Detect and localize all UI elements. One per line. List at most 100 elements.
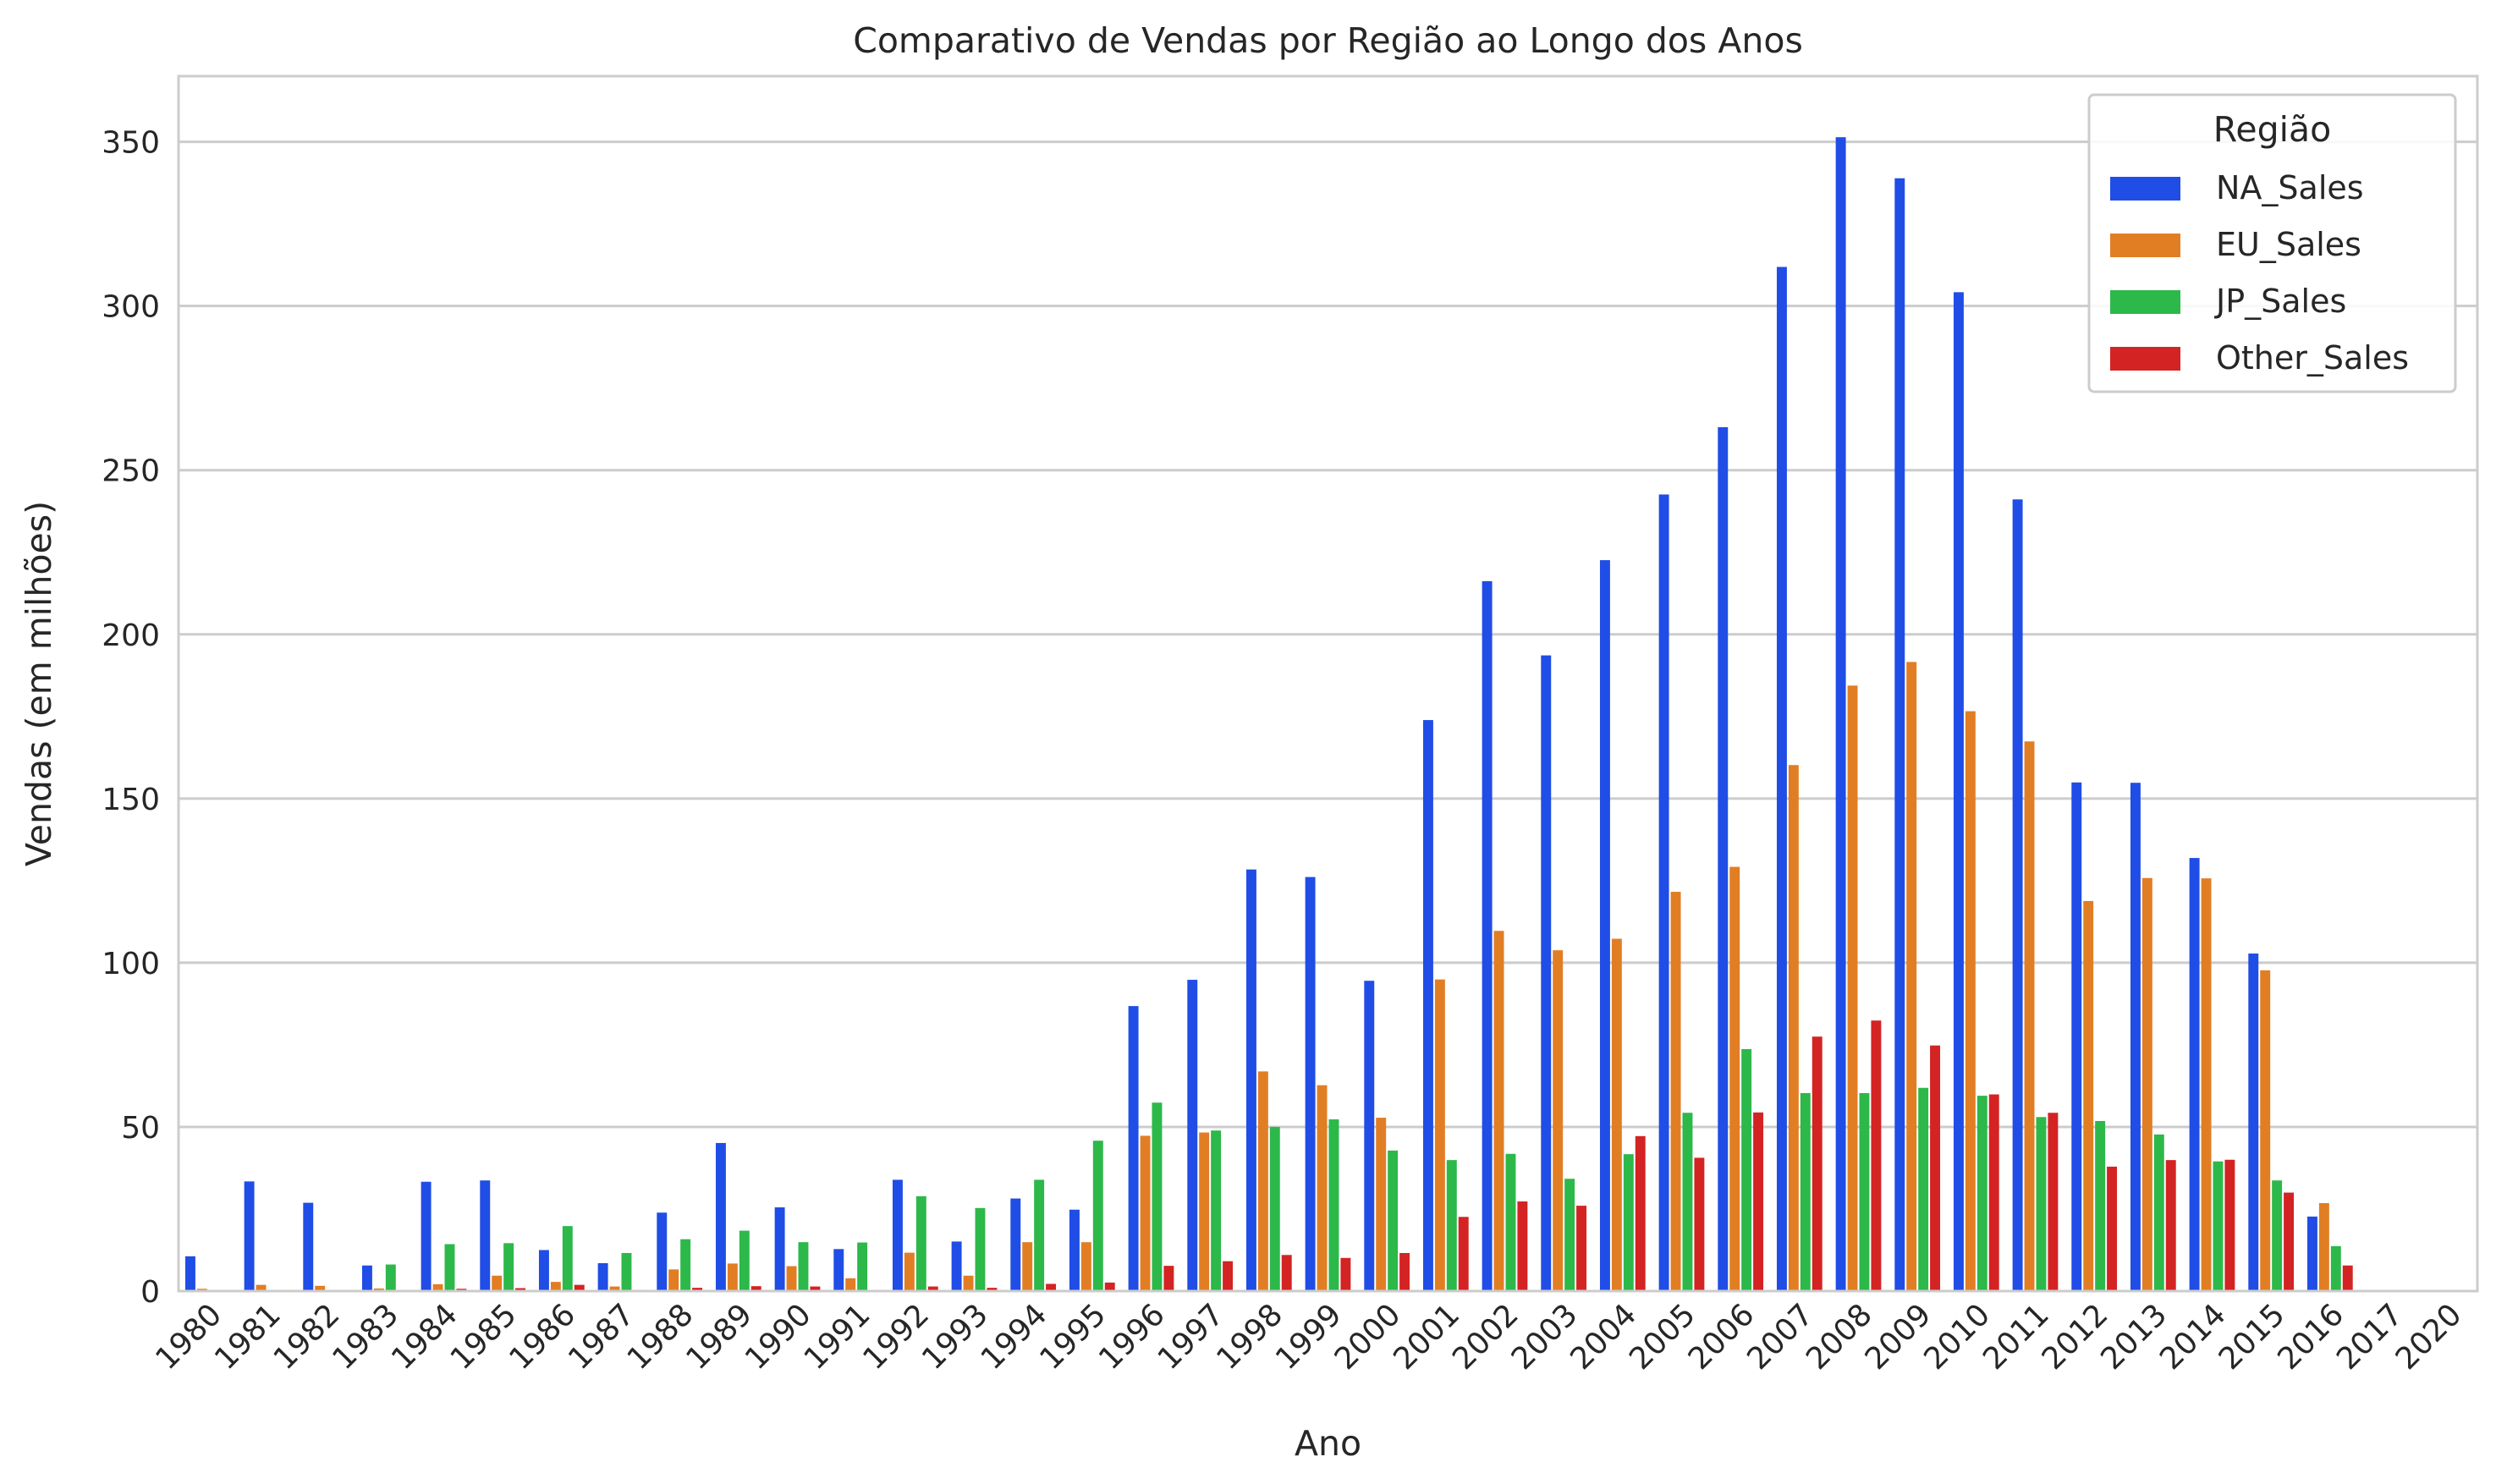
bar-Other_Sales-2001 [1458,1217,1469,1291]
bar-JP_Sales-1991 [857,1242,868,1291]
bar-JP_Sales-1999 [1328,1119,1339,1291]
bar-EU_Sales-2008 [1847,685,1858,1291]
bar-EU_Sales-1993 [963,1275,974,1291]
bar-JP_Sales-1992 [915,1195,926,1291]
bar-NA_Sales-2002 [1482,580,1493,1291]
x-tick-label: 2007 [1740,1297,1820,1377]
bar-JP_Sales-2002 [1505,1153,1516,1291]
bar-JP_Sales-2015 [2272,1180,2283,1291]
bar-Other_Sales-1993 [987,1288,998,1291]
bar-Other_Sales-1989 [750,1286,761,1291]
bar-Other_Sales-1986 [574,1284,585,1291]
bar-Other_Sales-1992 [927,1286,938,1291]
bar-EU_Sales-2003 [1553,950,1564,1291]
x-tick-label: 2011 [1976,1297,2056,1377]
x-tick-label: 1986 [503,1297,582,1377]
bar-EU_Sales-1995 [1080,1242,1091,1291]
bar-JP_Sales-2006 [1741,1048,1752,1291]
x-tick-label: 2015 [2213,1297,2292,1377]
bar-EU_Sales-1985 [492,1275,503,1291]
y-tick-label: 50 [121,1111,160,1146]
bar-Other_Sales-1999 [1340,1257,1351,1291]
bar-NA_Sales-2008 [1835,137,1846,1291]
bar-Other_Sales-2011 [2048,1113,2059,1291]
legend-title: Região [2213,109,2332,150]
bar-NA_Sales-2012 [2071,782,2082,1291]
bar-EU_Sales-2013 [2141,877,2152,1291]
bar-EU_Sales-1981 [256,1284,267,1291]
bar-EU_Sales-1982 [315,1285,326,1291]
bar-Other_Sales-1985 [515,1288,526,1291]
bar-Other_Sales-2016 [2342,1265,2353,1291]
bar-JP_Sales-1988 [680,1239,691,1291]
bar-EU_Sales-2000 [1376,1118,1387,1291]
bar-NA_Sales-1982 [303,1202,314,1291]
x-tick-label: 2006 [1682,1297,1762,1377]
x-tick-label: 1999 [1269,1297,1349,1377]
x-tick-label: 1992 [856,1297,936,1377]
bar-JP_Sales-1986 [562,1226,573,1291]
x-tick-label: 1995 [1033,1297,1113,1377]
bar-NA_Sales-2000 [1364,981,1375,1291]
bar-NA_Sales-2006 [1718,426,1729,1291]
bar-JP_Sales-2005 [1682,1113,1693,1291]
bar-Other_Sales-2008 [1871,1020,1882,1291]
bar-NA_Sales-1986 [538,1250,549,1291]
bar-NA_Sales-1980 [184,1256,195,1291]
bar-JP_Sales-2000 [1388,1150,1399,1291]
x-tick-label: 1985 [444,1297,524,1377]
bar-EU_Sales-1986 [550,1282,561,1291]
x-tick-label: 2017 [2330,1297,2410,1377]
bar-NA_Sales-2015 [2248,954,2259,1291]
x-tick-label: 1994 [975,1297,1054,1377]
legend-label-NA_Sales: NA_Sales [2216,169,2364,206]
x-tick-label: 1998 [1210,1297,1289,1377]
y-tick-label: 350 [102,126,160,161]
bar-NA_Sales-2001 [1422,720,1433,1291]
bar-NA_Sales-1999 [1305,877,1316,1291]
bar-EU_Sales-2010 [1965,711,1976,1291]
legend-swatch-NA_Sales [2110,177,2180,201]
bar-NA_Sales-1991 [833,1249,844,1291]
bar-NA_Sales-2004 [1599,560,1610,1291]
bar-JP_Sales-1998 [1269,1126,1280,1291]
x-tick-label: 2008 [1800,1297,1879,1377]
bar-JP_Sales-2010 [1976,1096,1987,1291]
x-tick-label: 2014 [2153,1297,2233,1377]
bar-EU_Sales-2011 [2024,741,2035,1291]
bar-JP_Sales-2012 [2095,1120,2106,1291]
bar-NA_Sales-2007 [1776,267,1787,1291]
bar-EU_Sales-1989 [727,1263,738,1291]
legend-label-Other_Sales: Other_Sales [2216,339,2409,376]
x-tick-label: 2000 [1328,1297,1408,1377]
bar-EU_Sales-1984 [432,1283,443,1291]
legend-swatch-Other_Sales [2110,347,2180,371]
y-tick-label: 300 [102,290,160,325]
bar-NA_Sales-1985 [480,1180,491,1291]
x-tick-label: 1987 [562,1297,641,1377]
bar-EU_Sales-1992 [904,1252,915,1291]
y-tick-label: 250 [102,454,160,489]
x-axis-label: Ano [1295,1423,1361,1464]
bar-Other_Sales-2000 [1399,1252,1410,1291]
bar-NA_Sales-2003 [1541,655,1552,1291]
bar-EU_Sales-2004 [1611,938,1622,1291]
bar-JP_Sales-1996 [1152,1102,1163,1291]
bar-Other_Sales-1997 [1223,1261,1234,1291]
bar-NA_Sales-1987 [597,1263,608,1291]
bar-EU_Sales-1991 [845,1278,856,1291]
x-tick-label: 1991 [798,1297,877,1377]
legend-items: NA_Sales EU_Sales JP_Sales Other_Sales [2110,169,2409,376]
bar-EU_Sales-2005 [1670,892,1681,1291]
bar-Other_Sales-1996 [1163,1266,1174,1291]
x-tick-label: 2010 [1917,1297,1997,1377]
x-tick-label: 1997 [1152,1297,1231,1377]
bar-NA_Sales-1994 [1010,1198,1021,1291]
bar-Other_Sales-2005 [1694,1157,1705,1291]
bar-NA_Sales-2011 [2012,499,2023,1291]
x-tick-label: 1983 [326,1297,405,1377]
y-axis-label: Vendas (em milhões) [19,501,59,866]
bar-Other_Sales-1998 [1281,1255,1292,1291]
bar-EU_Sales-2016 [2318,1202,2329,1291]
bar-Other_Sales-2012 [2107,1166,2118,1291]
